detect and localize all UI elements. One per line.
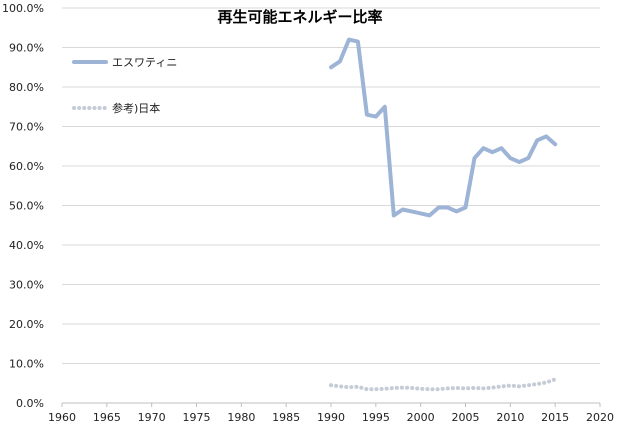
chart-title: 再生可能エネルギー比率 [217,8,382,26]
y-tick-label: 60.0% [9,160,44,173]
y-tick-label: 30.0% [9,279,44,292]
x-axis [61,402,601,407]
x-tick-label: 1965 [93,411,121,424]
y-tick-label: 80.0% [9,81,44,94]
x-tick-label: 1960 [48,411,76,424]
y-tick-label: 50.0% [9,200,44,213]
x-tick-label: 2000 [407,411,435,424]
x-tick-label: 2005 [452,411,480,424]
legend-label: エスワティニ [112,56,177,69]
series-line-eswatini [329,37,558,218]
y-tick-label: 100.0% [2,2,44,15]
y-tick-label: 0.0% [16,397,44,410]
x-tick-label: 1995 [362,411,390,424]
x-tick-label: 1980 [227,411,255,424]
x-tick-labels: 1960 1965 1970 1975 1980 1985 1990 1995 2000 2005… [48,411,614,424]
x-tick-label: 1990 [317,411,345,424]
x-tick-label: 2015 [541,411,569,424]
series-line-japan [329,377,558,392]
legend-label: 参考)日本 [112,101,160,115]
gridlines [62,7,600,364]
x-tick-label: 2010 [496,411,524,424]
y-tick-label: 70.0% [9,121,44,134]
y-tick-label: 10.0% [9,358,44,371]
y-tick-label: 20.0% [9,318,44,331]
x-tick-label: 1975 [183,411,211,424]
x-tick-label: 1985 [272,411,300,424]
y-tick-label: 90.0% [9,42,44,55]
x-tick-label: 1970 [138,411,166,424]
y-tick-labels: 0.0% 10.0% 20.0% 30.0% 40.0% 50.0% 60.0% 70.0% 8… [2,2,44,410]
x-tick-label: 2020 [586,411,614,424]
series-layer [329,37,558,392]
y-tick-label: 40.0% [9,239,44,252]
